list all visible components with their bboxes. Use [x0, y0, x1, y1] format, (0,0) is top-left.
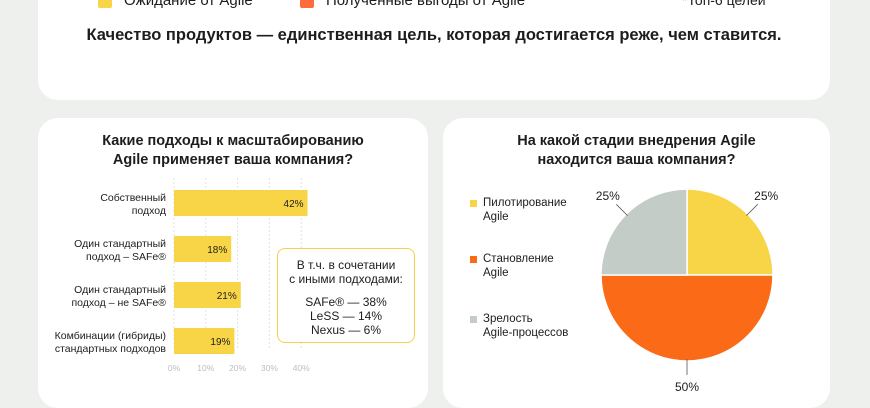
pie-legend-label: Зрелость Agile-процессов: [483, 313, 569, 339]
legend-swatch-expectation: [98, 0, 112, 8]
pie-leader-line: [616, 204, 628, 216]
pie-value-label: 25%: [596, 189, 620, 203]
combination-note-box: В т.ч. в сочетании с иными подходами: SA…: [277, 248, 415, 343]
top-goals-note: *Топ-6 целей: [682, 0, 766, 8]
scaling-approaches-card: Какие подходы к масштабированию Agile пр…: [38, 118, 428, 408]
bar-value-label: 18%: [207, 245, 227, 256]
note-item: LeSS — 14%: [309, 309, 383, 323]
pie-legend-item-maturity: Зрелость Agile-процессов: [470, 312, 568, 340]
pie-legend-swatch: [470, 316, 477, 323]
note-line: В т.ч. в сочетании: [296, 258, 396, 272]
note-item: Nexus — 6%: [310, 323, 382, 337]
title-line: Agile применяет ваша компания?: [112, 152, 354, 168]
x-tick-label: 0%: [168, 363, 181, 373]
pie-legend-swatch: [470, 256, 477, 263]
pie-legend-swatch: [470, 200, 477, 207]
bar-value-label: 19%: [210, 337, 230, 348]
pie-value-label: 25%: [754, 189, 778, 203]
pie-leader-line: [746, 204, 758, 216]
legend-item-expectation: Ожидание от Agile: [98, 0, 253, 9]
note-item: SAFe® — 38%: [305, 295, 387, 309]
bar-value-label: 21%: [217, 291, 237, 302]
title-line: Какие подходы к масштабированию: [102, 133, 364, 149]
legend-label-expectation: Ожидание от Agile: [124, 0, 253, 9]
pie-value-label: 50%: [675, 380, 699, 394]
category-label: Один стандартный подход – SAFe®: [74, 238, 166, 263]
bar: [174, 236, 232, 262]
pie-legend-label: Пилотирование Agile: [483, 197, 567, 223]
legend-label-benefit: Полученные выгоды от Agile: [326, 0, 526, 9]
scaling-approaches-title: Какие подходы к масштабированию Agile пр…: [38, 132, 428, 170]
adoption-stage-title: На какой стадии внедрения Agile находитс…: [443, 132, 830, 170]
adoption-stage-card: На какой стадии внедрения Agile находитс…: [443, 118, 830, 408]
bar: [174, 328, 235, 354]
category-label: Собственный подход: [100, 192, 166, 217]
bar-value-label: 42%: [284, 199, 304, 210]
category-label: Комбинации (гибриды) стандартных подходов: [55, 330, 167, 355]
x-tick-label: 30%: [261, 363, 278, 373]
pie-legend-item-formation: Становление Agile: [470, 252, 554, 280]
bar: [174, 190, 308, 216]
pie-slice: [600, 274, 774, 362]
note-line: с иными подходами:: [289, 272, 403, 286]
title-line: находится ваша компания?: [537, 152, 736, 168]
title-line: На какой стадии внедрения Agile: [517, 133, 756, 149]
legend-swatch-benefit: [300, 0, 314, 8]
legend-item-benefit: Полученные выгоды от Agile: [300, 0, 525, 9]
scaling-bar-chart: 0% 10% 20% 30% 40% 42% Собственный подход 18% Оди…: [55, 178, 310, 373]
x-tick-label: 10%: [197, 363, 214, 373]
bar: [174, 282, 241, 308]
adoption-pie-chart: 25% 50% 25%: [596, 188, 779, 394]
headline: Качество продуктов — единственная цель, …: [86, 26, 782, 44]
pie-legend-label: Становление Agile: [483, 253, 554, 279]
category-label: Один стандартный подход – не SAFe®: [71, 284, 166, 309]
x-tick-label: 20%: [229, 363, 246, 373]
goals-summary-card: Ожидание от Agile Полученные выгоды от A…: [38, 0, 830, 100]
x-tick-label: 40%: [293, 363, 310, 373]
pie-legend-item-pilot: Пилотирование Agile: [470, 196, 567, 224]
